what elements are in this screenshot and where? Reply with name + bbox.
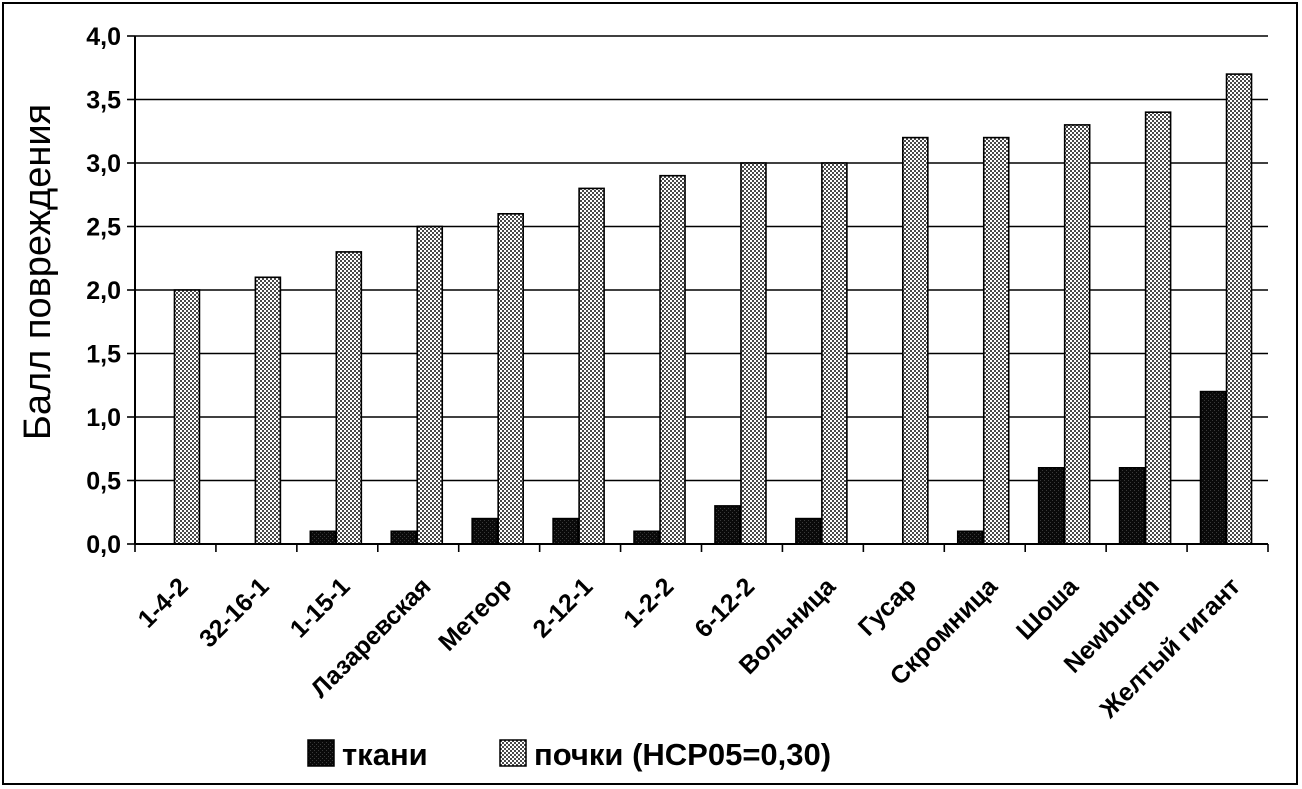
legend-swatch-pochki [499, 739, 527, 767]
x-category-label: 1-15-1 [285, 572, 356, 643]
legend-label-tkani: ткани [342, 737, 428, 772]
bars [173, 73, 1253, 545]
x-category-label: Метеор [433, 572, 517, 656]
bar-pochki [821, 162, 848, 545]
bar-pochki [416, 225, 444, 545]
x-category-label: 1-2-2 [618, 572, 679, 633]
bar-tkani [309, 530, 337, 545]
bar-pochki [173, 289, 201, 545]
bar-pochki [982, 136, 1010, 545]
bar-tkani [552, 517, 579, 545]
bar-tkani [1118, 466, 1146, 545]
bar-pochki [1225, 73, 1253, 545]
bar-pochki [497, 213, 524, 545]
x-category-label: 2-12-1 [527, 572, 598, 643]
y-tick-label: 4,0 [86, 23, 121, 51]
y-tick-label: 3,0 [86, 150, 121, 178]
x-category-label: 32-16-1 [194, 572, 275, 653]
y-axis-label: Балл повреждения [17, 104, 59, 440]
bar-pochki [335, 251, 363, 545]
bar-tkani [390, 530, 418, 545]
bar-tkani [1037, 466, 1065, 545]
bar-tkani [1199, 390, 1227, 545]
bar-pochki [902, 136, 929, 545]
y-tick-label: 1,5 [86, 341, 121, 369]
bar-tkani [956, 530, 984, 545]
legend: ткани почки (НСР05=0,30) [307, 737, 831, 772]
bar-tkani [795, 517, 822, 545]
x-category-label: Желтый гигант [1094, 572, 1246, 724]
bar-pochki [659, 174, 686, 545]
y-tick-label: 3,5 [86, 87, 121, 115]
bar-pochki [1063, 124, 1091, 545]
axes [134, 36, 1269, 552]
y-tick-label: 2,0 [86, 277, 121, 305]
bar-pochki [254, 276, 282, 545]
bar-tkani [633, 530, 660, 545]
x-category-label: 1-4-2 [133, 572, 194, 633]
y-tick-labels: 0,0 0,5 1,0 1,5 2,0 2,5 3,0 3,5 4,0 [86, 23, 121, 559]
x-category-label: Гусар [853, 572, 922, 641]
legend-swatch-tkani [307, 739, 335, 767]
x-category-label: 6-12-2 [689, 572, 760, 643]
bar-tkani [471, 517, 498, 545]
y-tick-label: 0,5 [86, 468, 121, 496]
legend-label-pochki: почки (НСР05=0,30) [534, 737, 831, 772]
bar-pochki [578, 187, 605, 545]
bar-pochki [1144, 111, 1172, 545]
bar-pochki [740, 162, 767, 545]
bar-tkani [714, 505, 741, 545]
y-tick-label: 1,0 [86, 404, 121, 432]
y-tick-label: 0,0 [86, 531, 121, 559]
y-tick-label: 2,5 [86, 214, 121, 242]
gridlines [127, 35, 1268, 545]
x-category-label: Шоша [1011, 572, 1085, 646]
